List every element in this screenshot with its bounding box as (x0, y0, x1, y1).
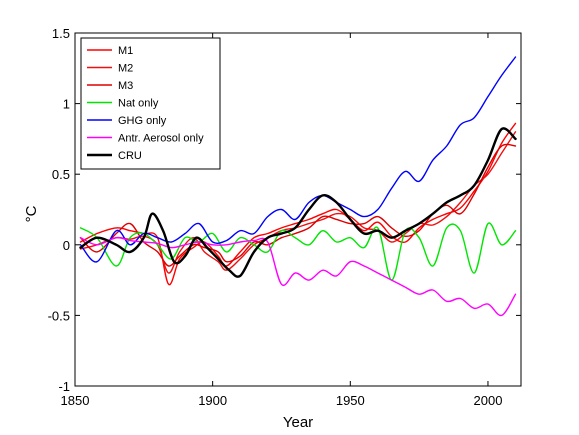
y-axis-label: °C (23, 205, 40, 222)
legend-label: Nat only (118, 98, 159, 110)
series-line-cru (79, 127, 517, 278)
y-tick-label: 0 (63, 238, 70, 253)
tick-layer: 1850 1900 1950 2000 -1 -0.5 0 0.5 1 1.5 (48, 26, 521, 408)
y-tick-label: 1 (63, 97, 70, 112)
legend: M1 M2 M3 Nat only GHG only Antr. Aerosol only… (80, 37, 221, 170)
y-tick-label: -1 (58, 379, 70, 394)
x-tick-label: 1950 (336, 393, 365, 408)
legend-label: CRU (118, 150, 142, 162)
legend-label: M2 (118, 63, 133, 75)
series-line-m1 (79, 122, 517, 286)
legend-label: Antr. Aerosol only (118, 133, 204, 145)
x-tick-label: 2000 (474, 393, 503, 408)
x-axis-label: Year (283, 414, 313, 431)
x-tick-label: 1850 (61, 393, 90, 408)
x-tick-label: 1900 (198, 393, 227, 408)
series-line-antr-aerosol-only (79, 236, 517, 317)
series-line-nat-only (79, 222, 517, 281)
legend-box (80, 37, 221, 170)
y-tick-label: -0.5 (48, 308, 70, 323)
y-tick-label: 1.5 (52, 26, 70, 41)
y-tick-label: 0.5 (52, 167, 70, 182)
series-line-ghg-only (79, 56, 517, 263)
series-layer (79, 56, 517, 317)
legend-label: M3 (118, 80, 133, 92)
legend-label: M1 (118, 45, 133, 57)
legend-label: GHG only (118, 115, 167, 127)
